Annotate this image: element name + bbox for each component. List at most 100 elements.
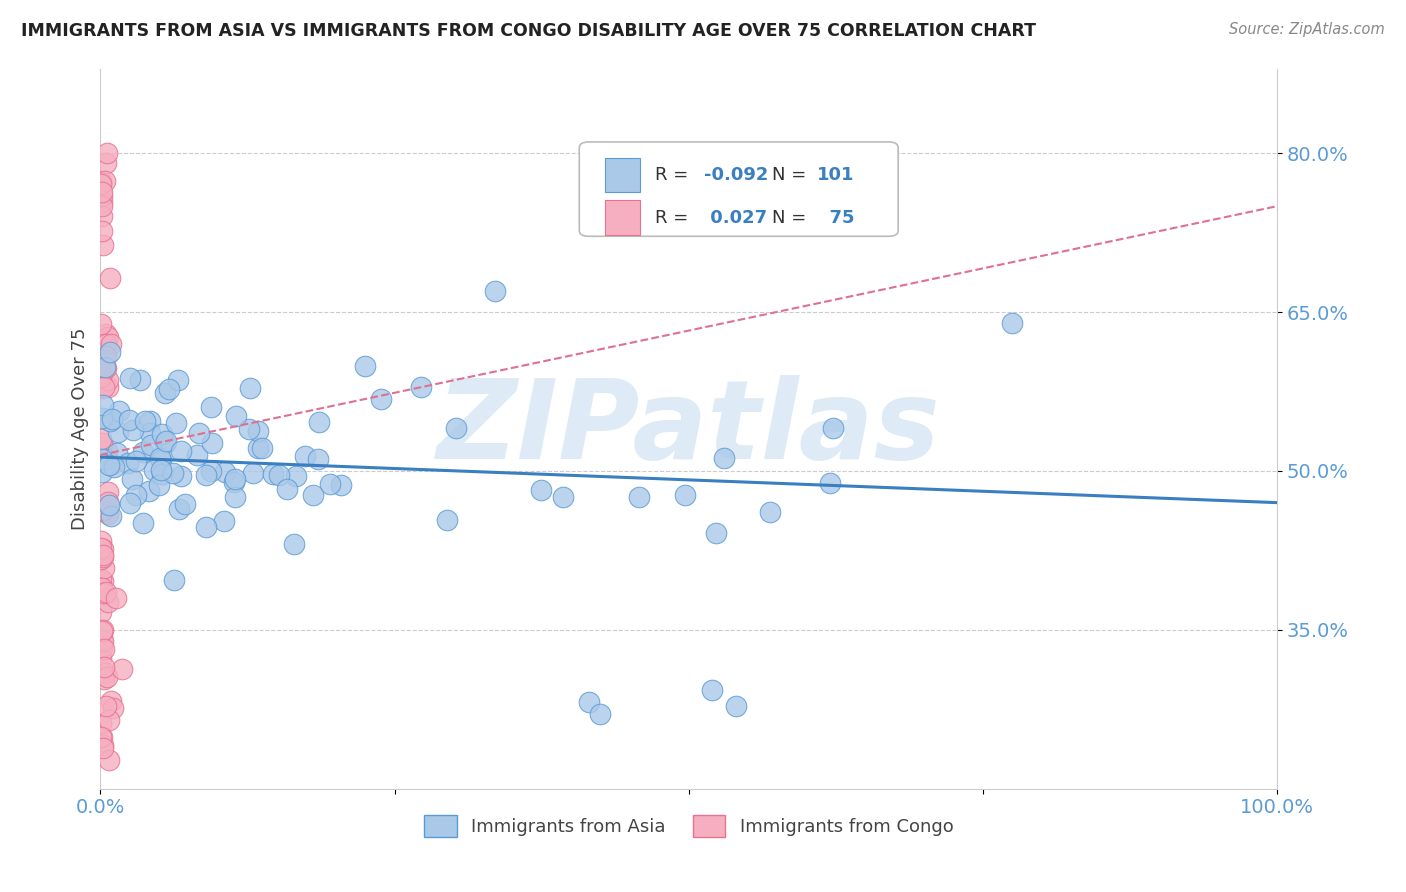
Point <box>97 508 120 522</box>
Point <box>96 585 118 599</box>
Point <box>93 585 115 599</box>
FancyBboxPatch shape <box>605 201 641 235</box>
Point <box>96 337 118 351</box>
Point <box>195 467 218 482</box>
Point <box>307 452 329 467</box>
Point <box>353 359 375 373</box>
Point <box>267 468 290 483</box>
Point <box>101 457 124 471</box>
Legend: Immigrants from Asia, Immigrants from Congo: Immigrants from Asia, Immigrants from Co… <box>418 808 960 845</box>
Point <box>201 436 224 450</box>
Point <box>167 373 190 387</box>
Point <box>96 502 118 516</box>
Point <box>90 465 112 479</box>
Text: N =: N = <box>772 209 813 227</box>
Point <box>91 739 114 753</box>
Point <box>94 359 117 374</box>
Point <box>94 326 117 341</box>
Point <box>124 488 146 502</box>
Point <box>90 410 112 425</box>
Point <box>702 683 724 698</box>
Text: IMMIGRANTS FROM ASIA VS IMMIGRANTS FROM CONGO DISABILITY AGE OVER 75 CORRELATION: IMMIGRANTS FROM ASIA VS IMMIGRANTS FROM … <box>21 22 1036 40</box>
Point <box>308 415 330 429</box>
Point <box>91 224 114 238</box>
Point <box>821 420 844 434</box>
Point <box>163 573 186 587</box>
Point <box>90 381 112 395</box>
Point <box>330 477 353 491</box>
Point <box>148 478 170 492</box>
Text: N =: N = <box>772 166 813 184</box>
Point <box>173 498 195 512</box>
Point <box>91 634 114 648</box>
Point <box>90 174 112 188</box>
Point <box>170 444 193 458</box>
Point <box>91 730 114 744</box>
Point <box>110 662 132 676</box>
Point <box>94 666 117 681</box>
Point <box>713 451 735 466</box>
Point <box>238 422 260 436</box>
Point <box>134 414 156 428</box>
Point <box>103 459 125 474</box>
Point <box>117 456 139 470</box>
Point <box>162 466 184 480</box>
Point <box>94 349 117 363</box>
Point <box>103 701 125 715</box>
Point <box>98 499 121 513</box>
Point <box>1001 316 1024 330</box>
Point <box>91 574 114 588</box>
Point <box>98 345 121 359</box>
Point <box>139 414 162 428</box>
Point <box>91 582 114 596</box>
Point <box>118 412 141 426</box>
Point <box>122 423 145 437</box>
Point <box>90 730 112 744</box>
Point <box>165 416 187 430</box>
Point <box>673 488 696 502</box>
Point <box>97 373 120 387</box>
Point <box>294 450 316 464</box>
Point <box>444 421 467 435</box>
Point <box>153 435 176 450</box>
Point <box>93 561 115 575</box>
Point <box>94 360 117 375</box>
Point <box>90 572 112 586</box>
Point <box>284 468 307 483</box>
Point <box>100 337 122 351</box>
Point <box>530 483 553 497</box>
Point <box>90 199 112 213</box>
Point <box>90 209 112 223</box>
Text: 0.027: 0.027 <box>704 209 768 227</box>
Point <box>484 284 506 298</box>
Point <box>121 472 143 486</box>
Point <box>628 490 651 504</box>
Point <box>409 380 432 394</box>
Point <box>319 477 342 491</box>
Point <box>276 483 298 497</box>
Point <box>97 484 120 499</box>
FancyBboxPatch shape <box>605 158 641 193</box>
Point <box>283 537 305 551</box>
Point <box>200 464 222 478</box>
Point <box>91 740 114 755</box>
Point <box>91 623 114 637</box>
Point <box>91 194 114 209</box>
Y-axis label: Disability Age Over 75: Disability Age Over 75 <box>72 327 89 530</box>
Point <box>98 271 121 285</box>
Point <box>128 373 150 387</box>
Text: 101: 101 <box>817 166 855 184</box>
Point <box>242 467 264 481</box>
Point <box>101 412 124 426</box>
Point <box>138 483 160 498</box>
Text: ZIPatlas: ZIPatlas <box>437 375 941 482</box>
Point <box>90 552 112 566</box>
Point <box>150 467 173 481</box>
Point <box>105 446 128 460</box>
Point <box>100 508 122 523</box>
Point <box>149 451 172 466</box>
Point <box>91 548 114 562</box>
Point <box>167 502 190 516</box>
Point <box>91 398 114 412</box>
Point <box>155 434 177 448</box>
